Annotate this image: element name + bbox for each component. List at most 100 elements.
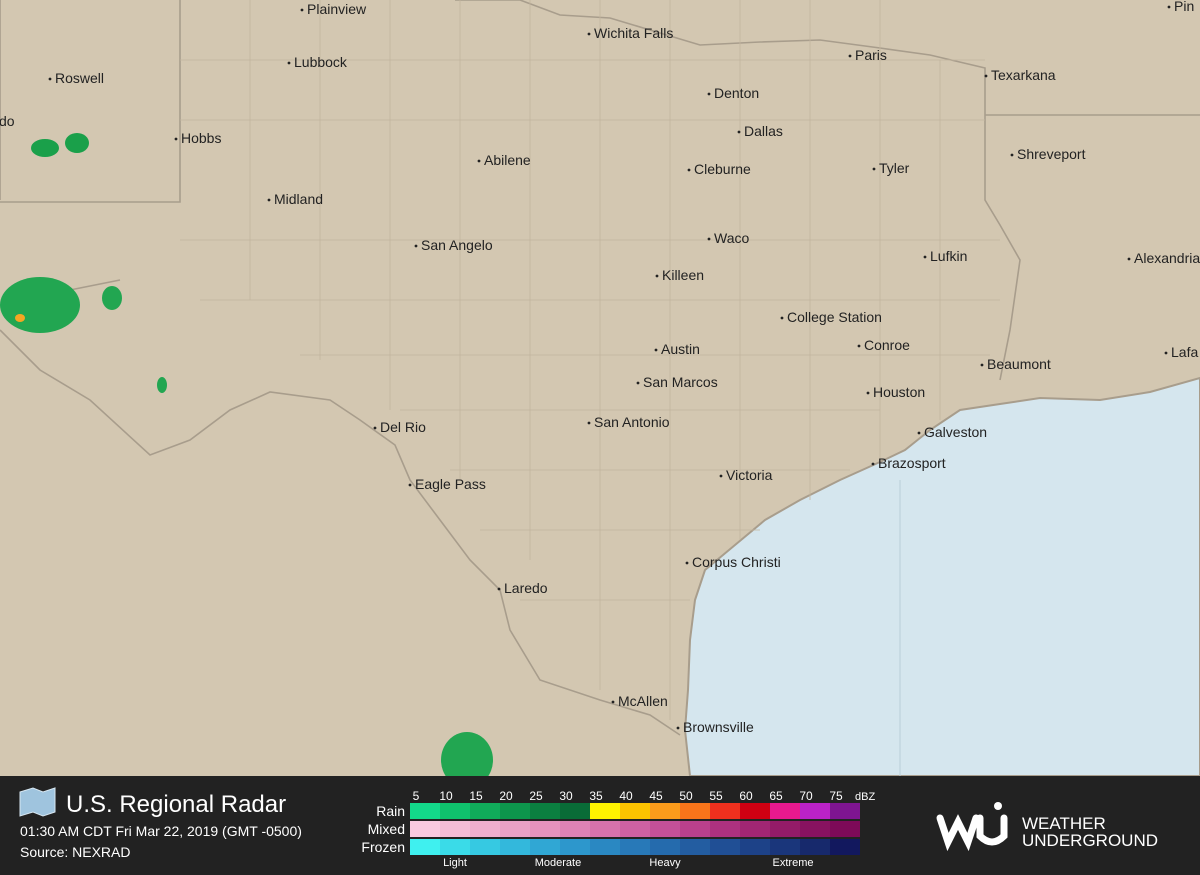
city-label: Cleburne (694, 161, 751, 177)
legend-cell (440, 821, 470, 837)
city-dot (872, 167, 876, 171)
city-label: Brownsville (683, 719, 754, 735)
city-dot (587, 32, 591, 36)
city-dot (611, 700, 615, 704)
legend-cell (620, 821, 650, 837)
city-label: Shreveport (1017, 146, 1086, 162)
city-label: Alexandria (1134, 250, 1200, 266)
city-label: Pin (1174, 0, 1194, 14)
brand-line: UNDERGROUND (1022, 831, 1158, 850)
city-label: Texarkana (991, 67, 1056, 83)
echo (15, 314, 25, 322)
city-label: San Marcos (643, 374, 718, 390)
legend-cell (650, 821, 680, 837)
city-dot (737, 130, 741, 134)
city-label: Galveston (924, 424, 987, 440)
city-dot (780, 316, 784, 320)
legend-scale-label: 65 (769, 789, 783, 803)
city-label: Victoria (726, 467, 773, 483)
city-dot (587, 421, 591, 425)
echo (102, 286, 122, 310)
echo (441, 732, 493, 788)
county-lines (180, 0, 1000, 720)
legend-cell (800, 803, 830, 819)
legend-cell (680, 839, 710, 855)
legend-cell (710, 821, 740, 837)
city-label: Beaumont (987, 356, 1051, 372)
legend-cell (830, 821, 860, 837)
city-label: San Antonio (594, 414, 670, 430)
echo (31, 139, 59, 157)
legend-scale-label: 40 (619, 789, 633, 803)
city-dot (477, 159, 481, 163)
source: Source: NEXRAD (20, 844, 130, 860)
city-label: do (0, 113, 15, 129)
timestamp: 01:30 AM CDT Fri Mar 22, 2019 (GMT -0500… (20, 823, 302, 839)
city-dot (497, 587, 501, 591)
city-label: Abilene (484, 152, 531, 168)
legend-scale-label: 15 (469, 789, 483, 803)
echo (0, 277, 80, 333)
legend-scale-label: 55 (709, 789, 723, 803)
city-label: Laredo (504, 580, 548, 596)
city-dot (707, 92, 711, 96)
city-dot (654, 348, 658, 352)
legend-cell (530, 839, 560, 855)
city-dot (267, 198, 271, 202)
city-dot (687, 168, 691, 172)
city-label: Eagle Pass (415, 476, 486, 492)
brand-logo (936, 814, 1008, 852)
city-label: Plainview (307, 1, 367, 17)
city-label: Denton (714, 85, 759, 101)
city-label: Austin (661, 341, 700, 357)
legend-scale-label: 50 (679, 789, 693, 803)
city-label: Lufkin (930, 248, 967, 264)
city-label: McAllen (618, 693, 668, 709)
city-dot (707, 237, 711, 241)
city-dot (719, 474, 723, 478)
legend-cell (650, 803, 680, 819)
city-dot (685, 561, 689, 565)
city-label: Lafa (1171, 344, 1198, 360)
city-dot (984, 74, 988, 78)
city-dot (414, 244, 418, 248)
legend-cell (770, 821, 800, 837)
city-dot (373, 426, 377, 430)
legend-cell (440, 839, 470, 855)
city-dot (980, 363, 984, 367)
brand-logo-drop (994, 802, 1002, 810)
city-dot (848, 54, 852, 58)
legend-cell (500, 821, 530, 837)
city-label: San Angelo (421, 237, 493, 253)
city-label: Corpus Christi (692, 554, 781, 570)
legend-cell (560, 803, 590, 819)
radar-echoes (0, 133, 493, 788)
legend-cell (560, 839, 590, 855)
legend-cell (530, 821, 560, 837)
legend-intensity: Moderate (535, 857, 581, 869)
legend-cell (830, 839, 860, 855)
legend-cell (770, 803, 800, 819)
city-label: Midland (274, 191, 323, 207)
city-dot (174, 137, 178, 141)
legend-scale-label: 75 (829, 789, 843, 803)
legend-cell (530, 803, 560, 819)
city-dot (676, 726, 680, 730)
city-dot (871, 462, 875, 466)
legend-cell (470, 839, 500, 855)
city-label: Waco (714, 230, 749, 246)
legend-cell (710, 839, 740, 855)
city-label: Wichita Falls (594, 25, 673, 41)
legend-cell (590, 839, 620, 855)
legend-row-label: Frozen (361, 839, 405, 855)
legend-scale-label: 20 (499, 789, 513, 803)
legend-cell (560, 821, 590, 837)
legend-scale-label: 60 (739, 789, 753, 803)
legend-cell (800, 839, 830, 855)
legend-scale-label: 5 (413, 789, 420, 803)
city-dot (636, 381, 640, 385)
city-dot (1164, 351, 1168, 355)
legend-cell (620, 803, 650, 819)
legend-cell (500, 839, 530, 855)
city-dot (866, 391, 870, 395)
